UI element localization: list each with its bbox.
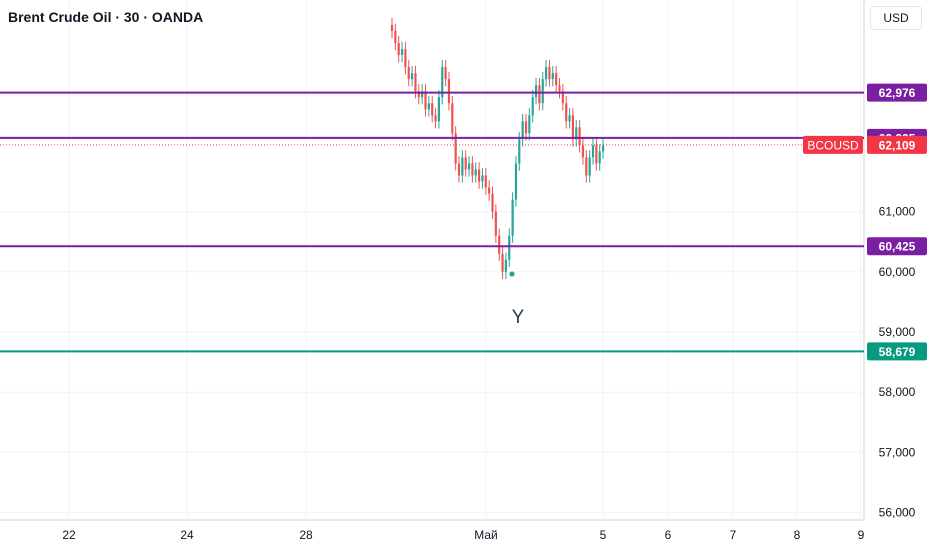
- candle-body: [504, 259, 507, 272]
- candle-body: [514, 163, 518, 200]
- level-price-label: 58,679: [879, 345, 916, 359]
- candle-body: [501, 253, 504, 272]
- candle-body: [451, 103, 454, 134]
- candle-body: [534, 85, 538, 98]
- symbol-label: BCOUSD: [807, 138, 859, 152]
- candle-body: [595, 145, 598, 164]
- candle-body: [397, 43, 400, 56]
- candle-body: [464, 157, 467, 170]
- candle-body: [494, 211, 497, 236]
- x-tick-label: 7: [730, 528, 737, 542]
- candle-body: [575, 127, 578, 140]
- x-tick-label: 6: [665, 528, 672, 542]
- candle-body: [565, 103, 568, 122]
- candle-body: [467, 163, 471, 170]
- candle-body: [518, 139, 521, 164]
- candle-body: [551, 73, 554, 80]
- candle-body: [444, 67, 447, 80]
- candle-body: [598, 151, 601, 164]
- marker-dot-icon: [509, 271, 515, 277]
- candle-body: [427, 103, 430, 110]
- candle-body: [568, 115, 571, 122]
- y-tick-label: 59,000: [879, 325, 916, 339]
- candle-body: [491, 193, 494, 212]
- candle-body: [424, 91, 427, 110]
- candle-body: [394, 31, 397, 44]
- candle-body: [541, 79, 544, 104]
- candle-body: [531, 97, 534, 116]
- y-tick-label: 60,000: [879, 265, 916, 279]
- candle-body: [471, 163, 474, 176]
- x-tick-label: 8: [794, 528, 801, 542]
- candle-body: [407, 67, 410, 80]
- candle-body: [474, 169, 477, 176]
- candle-body: [498, 235, 501, 254]
- level-price-label: 62,976: [879, 86, 916, 100]
- candle-body: [585, 157, 588, 176]
- x-tick-label: 9: [858, 528, 865, 542]
- x-tick-label: 22: [62, 528, 76, 542]
- candle-body: [511, 199, 514, 236]
- candle-body: [390, 24, 394, 31]
- y-tick-label: 61,000: [879, 205, 916, 219]
- candle-body: [508, 235, 511, 260]
- candle-body: [548, 67, 551, 80]
- candle-body: [538, 85, 541, 104]
- symbol-tag: [803, 135, 863, 154]
- candle-body: [421, 91, 424, 98]
- level-price-tag: [867, 83, 927, 102]
- candle-body: [431, 103, 434, 116]
- candle-body: [481, 175, 484, 182]
- annotation-label: Y: [512, 307, 525, 328]
- candle-body: [478, 169, 481, 182]
- x-tick-label: 24: [180, 528, 194, 542]
- candle-body: [591, 145, 595, 158]
- last-price-label: 62,109: [879, 138, 916, 152]
- level-price-tag: [867, 342, 927, 361]
- candle-body: [437, 97, 440, 122]
- y-tick-label: 56,000: [879, 506, 916, 520]
- candle-body: [561, 91, 564, 104]
- x-tick-label: 5: [600, 528, 607, 542]
- level-price-tag: [867, 237, 927, 256]
- candle-body: [571, 115, 574, 140]
- candle-body: [411, 73, 414, 80]
- candle-body: [434, 115, 437, 122]
- x-tick-label: Май: [474, 528, 498, 542]
- candle-body: [404, 49, 407, 68]
- x-tick-label: 28: [299, 528, 313, 542]
- candle-body: [528, 115, 531, 134]
- candle-body: [524, 121, 528, 134]
- chart-title: Brent Crude Oil · 30 · OANDA: [8, 9, 204, 25]
- candle-body: [588, 157, 591, 176]
- candle-body: [555, 73, 558, 86]
- last-price-tag: [867, 135, 927, 154]
- candle-body: [558, 85, 561, 92]
- candle-body: [488, 187, 491, 194]
- level-price-label: 60,425: [879, 240, 916, 254]
- candle-body: [601, 145, 605, 152]
- candle-body: [521, 121, 524, 140]
- candle-body: [578, 127, 581, 146]
- candle-body: [484, 175, 487, 188]
- candle-body: [414, 73, 417, 92]
- currency-button[interactable]: USD: [870, 6, 922, 30]
- candle-body: [400, 49, 404, 56]
- candle-body: [454, 133, 457, 164]
- candle-body: [581, 145, 585, 158]
- y-tick-label: 57,000: [879, 445, 916, 459]
- candle-body: [447, 79, 451, 104]
- candle-body: [461, 157, 464, 176]
- candle-body: [457, 163, 461, 176]
- candle-body: [441, 67, 444, 98]
- candle-body: [545, 67, 548, 80]
- candle-body: [417, 91, 420, 98]
- y-tick-label: 58,000: [879, 385, 916, 399]
